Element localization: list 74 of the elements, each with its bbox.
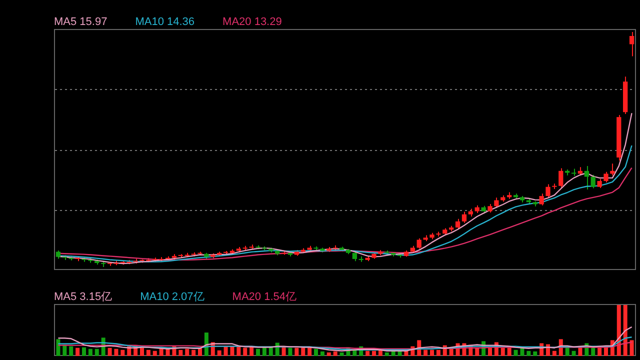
bar (320, 351, 324, 356)
bar (152, 350, 157, 356)
bar (236, 346, 241, 356)
bar (424, 350, 428, 356)
bar (598, 348, 602, 356)
bar (56, 339, 60, 356)
candlestick (494, 197, 499, 208)
bar (314, 348, 318, 356)
candlestick (604, 171, 608, 183)
bar (301, 348, 306, 356)
candlestick (584, 165, 589, 190)
bar (114, 348, 118, 356)
bar (230, 346, 234, 356)
candlestick (539, 193, 544, 206)
candlestick (597, 178, 602, 189)
bar (533, 351, 538, 356)
candlestick (610, 163, 615, 176)
bar (475, 348, 480, 356)
bar (76, 348, 80, 356)
bar (514, 350, 518, 356)
bar (178, 350, 183, 356)
text: MA5 15.97 (54, 16, 108, 28)
bar (243, 348, 248, 356)
bar (192, 350, 196, 356)
bar (326, 352, 331, 356)
bar (591, 348, 596, 356)
candlestick (416, 238, 422, 250)
bar (146, 350, 150, 356)
bar (384, 352, 389, 356)
bar (430, 350, 434, 356)
bar (88, 348, 92, 356)
text: MA5 3.15亿 (54, 290, 112, 304)
bar (340, 352, 344, 356)
bar (308, 348, 312, 356)
text: MA10 2.07亿 (140, 290, 204, 304)
candlestick (455, 218, 460, 230)
bar (140, 348, 144, 356)
candlestick (352, 251, 357, 262)
bar (352, 350, 357, 356)
bar (108, 348, 112, 356)
bar (217, 350, 222, 356)
bar (333, 351, 338, 356)
bar (507, 348, 512, 356)
bar (616, 305, 621, 356)
text: MA20 1.54亿 (232, 290, 296, 304)
bar (288, 348, 292, 356)
bar (623, 305, 628, 356)
candlestick (629, 32, 634, 57)
candlestick (546, 184, 550, 198)
bar (572, 350, 576, 356)
bar (630, 340, 634, 356)
bar (552, 350, 556, 356)
bar (488, 348, 492, 356)
bar (436, 350, 440, 356)
text: MA10 14.36 (135, 16, 195, 28)
bar (526, 350, 531, 356)
bar (449, 348, 454, 356)
bar (500, 348, 505, 356)
candlestick (558, 168, 564, 188)
bar (120, 350, 125, 356)
bar (366, 350, 370, 356)
text: MA20 13.29 (222, 16, 282, 28)
bar (294, 348, 299, 356)
bar (398, 351, 402, 356)
bar (94, 348, 99, 356)
candlestick (590, 174, 596, 189)
bar (82, 347, 86, 356)
candlestick (462, 211, 467, 224)
bar (185, 348, 190, 356)
bar (256, 348, 260, 356)
bar (250, 346, 254, 356)
bar (372, 350, 376, 356)
bar (224, 346, 228, 356)
bar (69, 346, 74, 356)
